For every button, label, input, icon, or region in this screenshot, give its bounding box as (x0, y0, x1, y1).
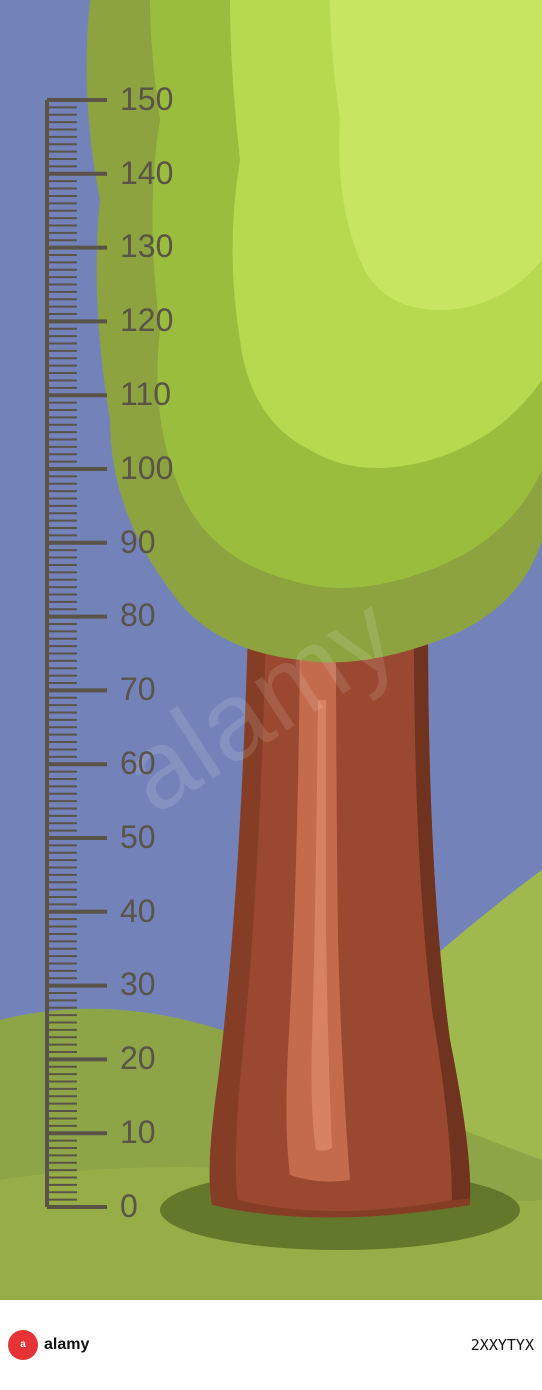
tree-scene-svg (0, 0, 542, 1300)
alamy-logo-badge: a (8, 1330, 38, 1360)
stock-image-id: 2XXYTYX (471, 1336, 534, 1354)
alamy-logo-text: alamy (44, 1336, 89, 1354)
attribution-footer: a alamy 2XXYTYX (0, 1300, 542, 1390)
height-chart-infographic: alamy 1501401301201101009080706050403020… (0, 0, 542, 1390)
scene: alamy 1501401301201101009080706050403020… (0, 0, 542, 1300)
alamy-logo: a alamy (8, 1330, 89, 1360)
